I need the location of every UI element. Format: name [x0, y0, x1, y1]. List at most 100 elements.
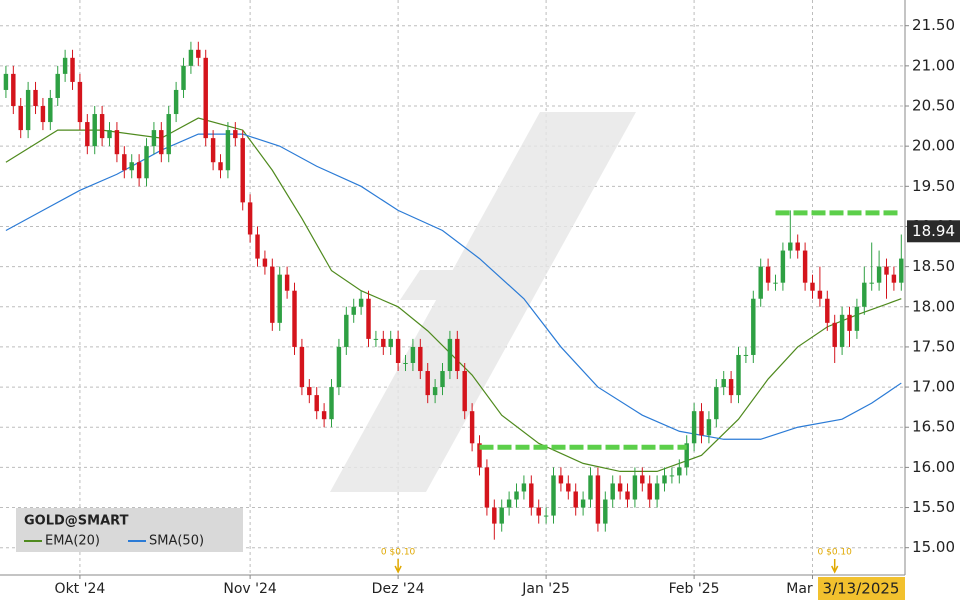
candle-body: [418, 346, 423, 372]
candle-body: [225, 130, 231, 171]
legend-label: EMA(20): [45, 534, 100, 549]
candle-body: [714, 387, 719, 420]
candle-body: [432, 387, 438, 396]
candle-body: [521, 483, 527, 492]
candle-body: [506, 499, 512, 508]
legend-symbol: GOLD@SMART: [24, 514, 129, 529]
candle-body: [669, 475, 675, 477]
legend-box: [16, 508, 243, 552]
last-price-box: [907, 220, 960, 243]
candle-body: [625, 491, 630, 500]
candle-body: [536, 507, 541, 516]
candle-body: [603, 499, 608, 524]
y-tick-label: 21.50: [912, 16, 955, 34]
candle-body: [677, 467, 682, 476]
candle-body: [122, 154, 127, 171]
candle-body: [159, 130, 164, 155]
candle-body: [647, 483, 652, 500]
candle-body: [640, 475, 645, 484]
candle-body: [196, 49, 201, 58]
candle-body: [77, 81, 83, 123]
candle-body: [203, 57, 208, 139]
candle-body: [247, 202, 253, 235]
candle-body: [240, 138, 245, 203]
candle-body: [344, 314, 349, 347]
candle-body: [321, 411, 327, 420]
candle-body: [440, 371, 445, 388]
candle-body: [314, 395, 319, 412]
x-tick-label: Jan '25: [521, 581, 570, 597]
candle-body: [262, 258, 268, 267]
axes: 15.00 15.50 16.00 16.50 17.00 17.50 18.00 18.50…: [55, 16, 960, 600]
candle-body: [395, 338, 401, 363]
candle-body: [366, 298, 371, 339]
candle-body: [107, 130, 112, 139]
candle-body: [410, 346, 416, 363]
candle-body: [292, 290, 297, 347]
y-tick-label: 17.00: [912, 378, 955, 396]
y-tick-label: 18.00: [912, 297, 955, 315]
candle-body: [551, 475, 556, 516]
candle-body: [610, 483, 615, 500]
candle-body: [455, 338, 460, 372]
candle-body: [595, 475, 601, 524]
candle-body: [307, 387, 312, 396]
candle-body: [691, 411, 697, 444]
x-tick-label: Nov '24: [223, 581, 277, 597]
candle-body: [3, 73, 9, 90]
y-tick-label: 16.00: [912, 458, 955, 476]
candle-body: [566, 483, 571, 492]
candle-body: [233, 130, 238, 139]
candle-body: [55, 73, 60, 98]
y-tick-label: 20.00: [912, 137, 955, 155]
y-tick-label: 20.50: [912, 97, 955, 115]
watermark: [330, 112, 636, 492]
candle-body: [92, 114, 97, 147]
date-box: [818, 577, 905, 600]
candle-body: [721, 379, 726, 388]
candle-body: [173, 89, 179, 115]
last-price-label: 18.94: [912, 222, 955, 240]
candle-body: [255, 234, 260, 259]
candle-body: [617, 483, 623, 492]
indicator-line: [5, 133, 902, 440]
candle-body: [728, 379, 734, 396]
candle-body: [751, 298, 756, 355]
candle-body: [270, 266, 275, 323]
candle-body: [188, 49, 194, 66]
legend-label: SMA(50): [149, 534, 204, 549]
candle-body: [477, 443, 482, 468]
candle-body: [336, 346, 342, 388]
dividend-arrow: [394, 559, 402, 574]
candle-body: [11, 73, 16, 107]
candle-body: [876, 266, 882, 283]
candle-body: [358, 298, 364, 307]
dividend-arrow: [831, 559, 839, 574]
y-tick-label: 19.50: [912, 177, 955, 195]
candle-body: [129, 162, 134, 171]
candle-body: [869, 282, 874, 284]
candle-body: [558, 475, 564, 484]
candle-body: [817, 290, 823, 299]
candle-body: [839, 314, 845, 347]
candle-body: [181, 65, 186, 90]
candle-body: [743, 354, 749, 356]
candle-body: [299, 346, 305, 388]
y-tick-label: 18.50: [912, 257, 955, 275]
candle-body: [381, 338, 386, 347]
candle-body: [277, 274, 282, 323]
candle-body: [706, 419, 712, 436]
candle-body: [144, 146, 149, 179]
y-tick-label: 16.50: [912, 418, 955, 436]
y-tick-label: 15.50: [912, 498, 955, 516]
candle-body: [25, 89, 31, 131]
candle-body: [854, 306, 860, 331]
y-tick-label: 21.00: [912, 56, 955, 74]
candle-body: [462, 371, 467, 412]
candle-body: [62, 57, 68, 74]
candle-body: [218, 162, 223, 171]
candle-body: [529, 483, 534, 508]
candle-body: [765, 266, 771, 283]
x-tick-label: Okt '24: [55, 581, 106, 597]
